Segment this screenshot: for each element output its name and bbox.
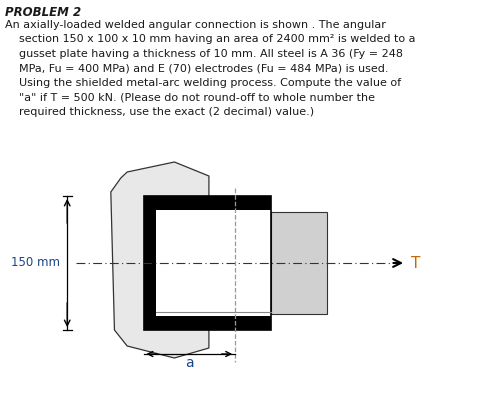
Text: PROBLEM 2: PROBLEM 2 — [5, 6, 81, 19]
Polygon shape — [111, 162, 209, 358]
Bar — [144, 196, 271, 330]
Bar — [144, 196, 271, 330]
Text: section 150 x 100 x 10 mm having an area of 2400 mm² is welded to a: section 150 x 100 x 10 mm having an area… — [5, 34, 416, 45]
Text: 150 mm: 150 mm — [11, 257, 60, 269]
Bar — [156, 210, 271, 316]
Text: T: T — [411, 255, 420, 271]
Text: gusset plate having a thickness of 10 mm. All steel is A 36 (Fy = 248: gusset plate having a thickness of 10 mm… — [5, 49, 403, 59]
Bar — [271, 212, 327, 314]
Text: required thickness, use the exact (2 decimal) value.): required thickness, use the exact (2 dec… — [5, 107, 315, 117]
Text: "a" if T = 500 kN. (Please do not round-off to whole number the: "a" if T = 500 kN. (Please do not round-… — [5, 93, 376, 103]
Text: Using the shielded metal-arc welding process. Compute the value of: Using the shielded metal-arc welding pro… — [5, 78, 401, 88]
Text: An axially-loaded welded angular connection is shown . The angular: An axially-loaded welded angular connect… — [5, 20, 387, 30]
Text: a: a — [185, 356, 194, 370]
Text: MPa, Fu = 400 MPa) and E (70) electrodes (Fu = 484 MPa) is used.: MPa, Fu = 400 MPa) and E (70) electrodes… — [5, 63, 389, 73]
